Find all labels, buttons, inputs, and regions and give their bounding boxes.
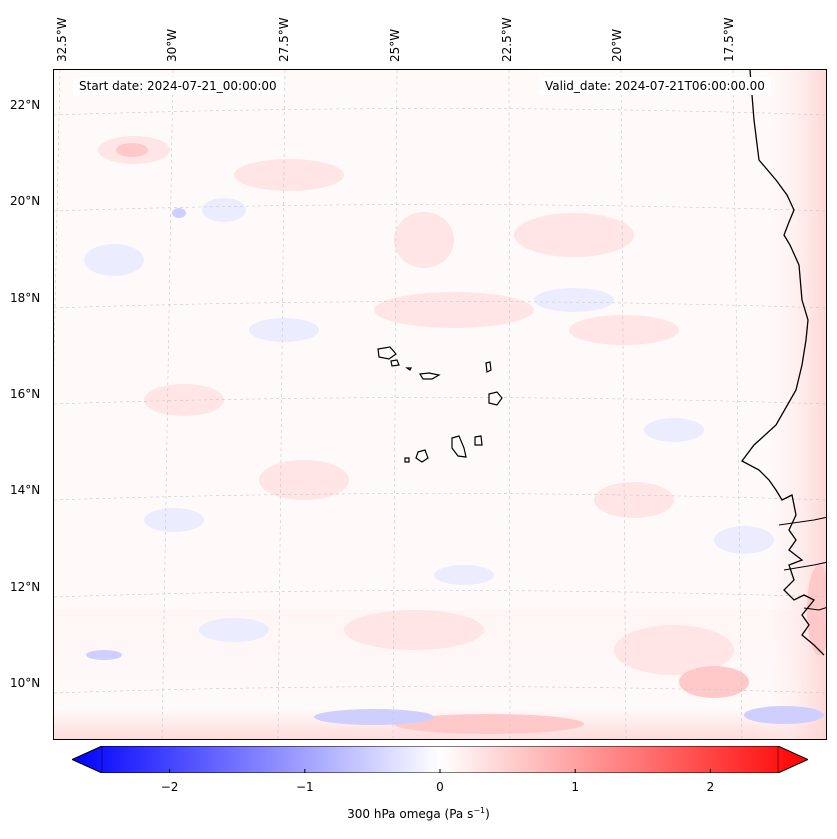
valid-date-label: Valid_date: 2024-07-21T06:00:00.00 [539,77,771,95]
start-date-label: Start date: 2024-07-21_00:00:00 [73,77,283,95]
negative-omega-patches [84,198,774,642]
colorbar-tick: −1 [295,780,314,794]
colorbar-label-close: ) [485,807,490,821]
longitude-gridlines [54,70,743,739]
africa-coastline [741,70,825,656]
colorbar-tick: 2 [706,780,715,794]
strong-negative-patches [86,208,824,725]
lon-label: 20°W [610,28,624,62]
lat-label: 20°N [10,194,41,208]
lon-label: 32.5°W [55,17,69,62]
lat-label: 12°N [10,580,41,594]
colorbar-graphic [70,745,810,774]
colorbar-label-exponent: −1 [473,806,486,815]
lon-label: 27.5°W [277,17,291,62]
colorbar-label-text: 300 hPa omega (Pa s [347,807,474,821]
colorbar-label: 300 hPa omega (Pa s−1) [0,806,837,821]
lat-label: 10°N [10,676,41,690]
coastline-guinea-bissau [803,607,826,611]
coastline-gambia [778,516,826,526]
cape-verde-islands [377,346,503,463]
coastline-senegal-south [783,561,826,571]
colorbar-tick: 0 [436,780,444,794]
lat-label: 22°N [10,98,41,112]
positive-omega-patches [98,136,734,675]
lat-label: 16°N [10,387,41,401]
colorbar-tick: 1 [571,780,580,794]
omega-field-map [54,70,826,739]
lon-label: 25°W [388,28,402,62]
lon-label: 30°W [165,28,179,62]
lat-label: 18°N [10,291,41,305]
lon-label: 17.5°W [722,17,736,62]
map-panel[interactable] [53,69,827,740]
lat-label: 14°N [10,483,41,497]
colorbar [70,745,810,774]
lon-label: 22.5°W [500,17,514,62]
colorbar-tick: −2 [160,780,179,794]
